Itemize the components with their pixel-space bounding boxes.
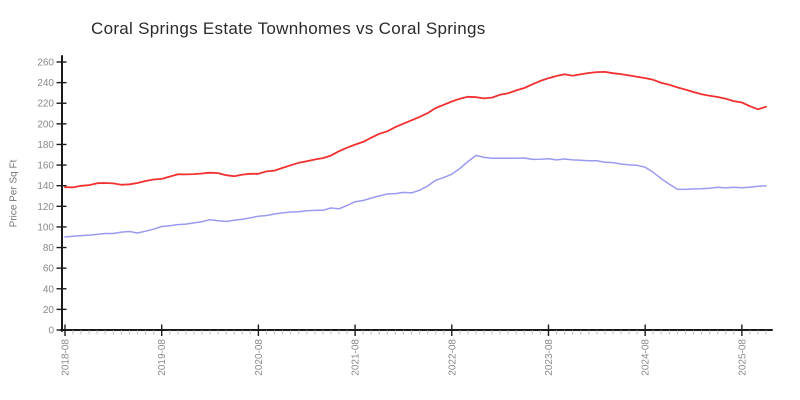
y-tick-label: 240 <box>37 78 54 89</box>
series-line-coral-springs <box>64 154 767 238</box>
y-tick-label: 220 <box>37 99 54 110</box>
y-tick-label: 20 <box>43 305 55 316</box>
y-tick-label: 60 <box>43 264 55 275</box>
x-tick-label: 2021-08 <box>351 339 362 376</box>
y-tick-label: 120 <box>37 202 54 213</box>
x-tick-label: 2023-08 <box>544 339 555 376</box>
y-axis-label: Price Per Sq Ft <box>8 159 20 228</box>
y-tick-label: 200 <box>37 119 54 130</box>
y-tick-label: 180 <box>37 140 54 151</box>
series-line-coral-springs-estate-townhomes <box>64 71 767 189</box>
x-tick-label: 2025-08 <box>737 339 748 376</box>
y-tick-label: 160 <box>37 161 54 172</box>
chart-title: Coral Springs Estate Townhomes vs Coral … <box>91 19 486 38</box>
x-tick-label: 2019-08 <box>157 339 168 376</box>
x-tick-label: 2022-08 <box>447 339 458 376</box>
y-tick-label: 0 <box>48 326 54 337</box>
x-tick-label: 2020-08 <box>254 339 265 376</box>
x-tick-label: 2018-08 <box>61 339 72 376</box>
y-tick-label: 80 <box>43 243 55 254</box>
y-tick-label: 40 <box>43 284 55 295</box>
x-tick-label: 2024-08 <box>641 339 652 376</box>
y-tick-label: 260 <box>37 58 54 69</box>
y-tick-label: 100 <box>37 222 54 233</box>
y-tick-label: 140 <box>37 181 54 192</box>
